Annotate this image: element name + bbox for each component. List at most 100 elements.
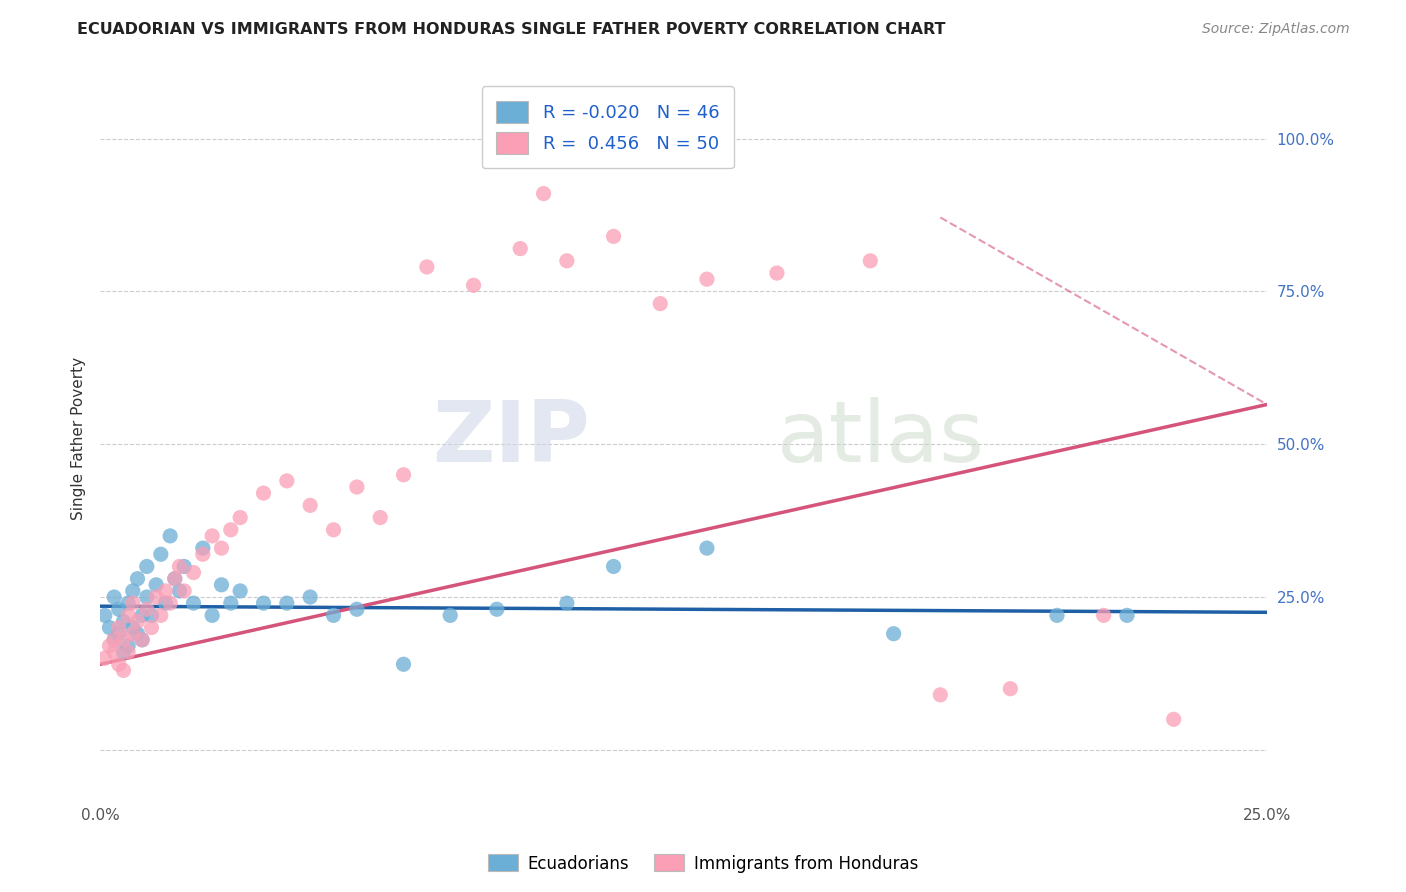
Point bbox=[346, 602, 368, 616]
Point bbox=[211, 578, 233, 592]
Point bbox=[1046, 608, 1069, 623]
Point bbox=[219, 523, 242, 537]
Point bbox=[1116, 608, 1139, 623]
Point bbox=[149, 608, 172, 623]
Point bbox=[103, 645, 125, 659]
Legend: Ecuadorians, Immigrants from Honduras: Ecuadorians, Immigrants from Honduras bbox=[481, 847, 925, 880]
Point bbox=[107, 657, 129, 672]
Point bbox=[131, 632, 153, 647]
Point bbox=[121, 621, 143, 635]
Point bbox=[127, 626, 149, 640]
Point bbox=[1163, 712, 1185, 726]
Point bbox=[485, 602, 508, 616]
Point bbox=[766, 266, 789, 280]
Point bbox=[883, 626, 905, 640]
Point bbox=[98, 639, 121, 653]
Point bbox=[201, 608, 224, 623]
Point bbox=[183, 596, 205, 610]
Point bbox=[121, 583, 143, 598]
Point bbox=[149, 547, 172, 561]
Point bbox=[201, 529, 224, 543]
Point bbox=[107, 621, 129, 635]
Point bbox=[117, 645, 139, 659]
Point bbox=[121, 626, 143, 640]
Text: ZIP: ZIP bbox=[433, 397, 591, 480]
Point bbox=[509, 242, 531, 256]
Point bbox=[219, 596, 242, 610]
Point bbox=[112, 664, 135, 678]
Point bbox=[299, 499, 322, 513]
Point bbox=[127, 572, 149, 586]
Point bbox=[135, 559, 157, 574]
Point bbox=[112, 632, 135, 647]
Point bbox=[463, 278, 485, 293]
Point bbox=[1000, 681, 1022, 696]
Point bbox=[94, 651, 117, 665]
Point bbox=[322, 523, 344, 537]
Point bbox=[416, 260, 439, 274]
Point bbox=[121, 596, 143, 610]
Point bbox=[135, 602, 157, 616]
Text: Source: ZipAtlas.com: Source: ZipAtlas.com bbox=[1202, 22, 1350, 37]
Point bbox=[191, 541, 214, 555]
Point bbox=[103, 632, 125, 647]
Point bbox=[555, 253, 578, 268]
Point bbox=[368, 510, 391, 524]
Point bbox=[555, 596, 578, 610]
Point bbox=[169, 583, 191, 598]
Point bbox=[602, 229, 624, 244]
Point bbox=[211, 541, 233, 555]
Point bbox=[94, 608, 117, 623]
Text: atlas: atlas bbox=[778, 397, 986, 480]
Point bbox=[141, 621, 163, 635]
Point bbox=[173, 559, 195, 574]
Point bbox=[145, 590, 167, 604]
Point bbox=[169, 559, 191, 574]
Y-axis label: Single Father Poverty: Single Father Poverty bbox=[72, 357, 86, 520]
Point bbox=[229, 583, 252, 598]
Point bbox=[159, 596, 181, 610]
Point bbox=[650, 296, 672, 310]
Point bbox=[131, 632, 153, 647]
Point bbox=[696, 272, 718, 286]
Point bbox=[131, 608, 153, 623]
Point bbox=[107, 602, 129, 616]
Point bbox=[127, 615, 149, 629]
Point bbox=[1092, 608, 1115, 623]
Point bbox=[155, 583, 177, 598]
Point bbox=[696, 541, 718, 555]
Point bbox=[107, 626, 129, 640]
Point bbox=[322, 608, 344, 623]
Point bbox=[392, 467, 415, 482]
Point bbox=[929, 688, 952, 702]
Point bbox=[141, 608, 163, 623]
Point bbox=[533, 186, 555, 201]
Point bbox=[173, 583, 195, 598]
Point bbox=[392, 657, 415, 672]
Point bbox=[439, 608, 461, 623]
Point bbox=[163, 572, 186, 586]
Point bbox=[229, 510, 252, 524]
Point bbox=[145, 578, 167, 592]
Point bbox=[346, 480, 368, 494]
Point bbox=[117, 608, 139, 623]
Point bbox=[103, 590, 125, 604]
Point bbox=[155, 596, 177, 610]
Point bbox=[103, 632, 125, 647]
Point bbox=[159, 529, 181, 543]
Point bbox=[117, 596, 139, 610]
Point bbox=[859, 253, 882, 268]
Point bbox=[276, 474, 298, 488]
Point bbox=[191, 547, 214, 561]
Point bbox=[299, 590, 322, 604]
Legend: R = -0.020   N = 46, R =  0.456   N = 50: R = -0.020 N = 46, R = 0.456 N = 50 bbox=[481, 87, 734, 169]
Point bbox=[98, 621, 121, 635]
Point bbox=[602, 559, 624, 574]
Point bbox=[112, 615, 135, 629]
Point bbox=[163, 572, 186, 586]
Point bbox=[252, 486, 274, 500]
Point bbox=[117, 639, 139, 653]
Point bbox=[135, 590, 157, 604]
Point bbox=[183, 566, 205, 580]
Point bbox=[252, 596, 274, 610]
